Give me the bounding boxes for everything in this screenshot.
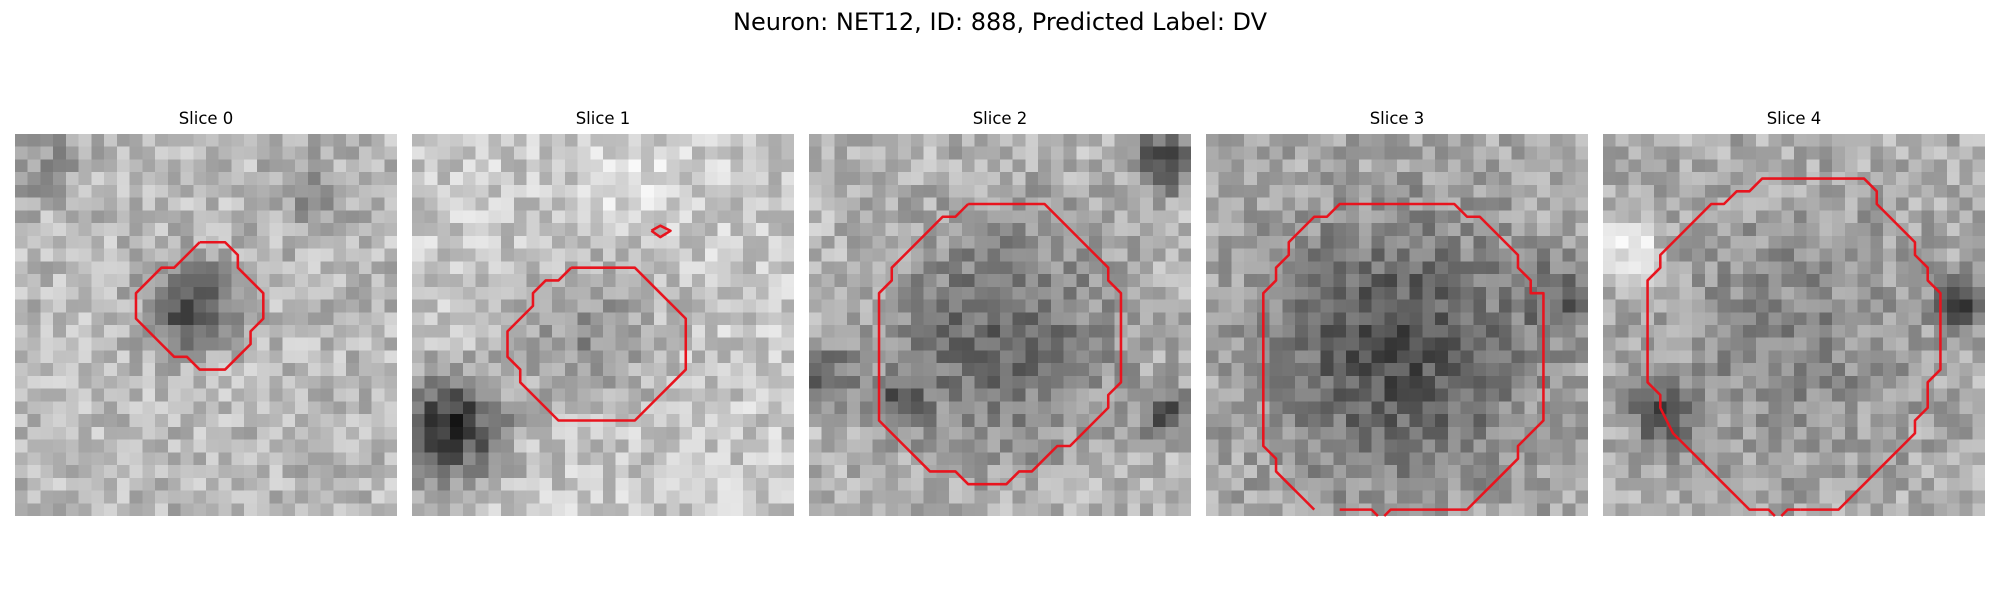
- microscopy-image: [809, 134, 1191, 516]
- slice-image-1: [412, 134, 794, 516]
- roi-contour-line: [1780, 508, 1801, 517]
- slice-title: Slice 2: [972, 109, 1028, 128]
- slice-title: Slice 4: [1766, 109, 1822, 128]
- slice-panel-3: Slice 3: [1206, 108, 1588, 517]
- roi-contour-line: [1339, 508, 1379, 517]
- slice-panel-2: Slice 2: [809, 108, 1191, 516]
- slice-image-4: [1603, 134, 1985, 517]
- roi-contour-line: [1262, 202, 1545, 517]
- microscopy-image: [412, 134, 794, 516]
- roi-contour-overlay: [877, 202, 1123, 486]
- slice-title: Slice 0: [178, 109, 234, 128]
- figure-title: Neuron: NET12, ID: 888, Predicted Label:…: [732, 8, 1268, 36]
- roi-contour-line: [1646, 177, 1942, 517]
- slice-title: Slice 3: [1369, 109, 1425, 128]
- roi-contour-overlay: [1262, 202, 1545, 517]
- slice-image-3: [1206, 134, 1588, 517]
- roi-contour-overlay: [506, 224, 688, 422]
- microscopy-image: [1603, 134, 1985, 516]
- slice-image-2: [809, 134, 1191, 516]
- microscopy-image: [15, 134, 397, 516]
- roi-contour-line: [650, 224, 672, 239]
- slice-panel-4: Slice 4: [1603, 108, 1985, 517]
- roi-contour-line: [506, 266, 688, 422]
- roi-contour-overlay: [1646, 177, 1942, 517]
- slice-image-0: [15, 134, 397, 516]
- slice-panel-1: Slice 1: [412, 108, 794, 516]
- roi-contour-line: [877, 202, 1123, 486]
- slice-title: Slice 1: [575, 109, 631, 128]
- slice-panel-0: Slice 0: [15, 108, 397, 516]
- roi-contour-overlay: [134, 240, 265, 371]
- roi-contour-line: [134, 240, 265, 371]
